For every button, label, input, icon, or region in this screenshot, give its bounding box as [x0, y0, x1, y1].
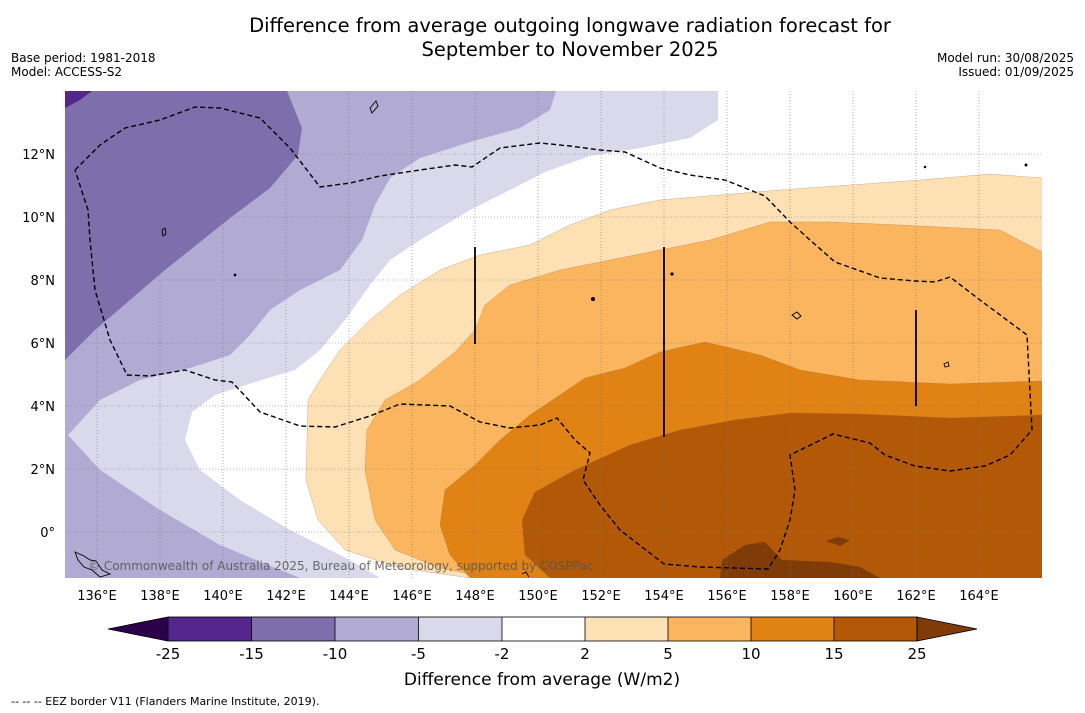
colorbar-tick: 2	[580, 645, 590, 663]
colorbar-under-arrow	[107, 616, 169, 642]
map-figure: © Commonwealth of Australia 2025, Bureau…	[22, 91, 1042, 690]
base-period: Base period: 1981-2018	[11, 51, 156, 65]
lon-label-158e: 158°E	[770, 589, 810, 604]
lon-label-150e: 150°E	[518, 589, 558, 604]
lat-label-12n: 12°N	[22, 148, 55, 163]
colorbar-segment-4	[418, 617, 502, 641]
lon-label-148e: 148°E	[455, 589, 495, 604]
meta-right: Model run: 30/08/2025 Issued: 01/09/2025	[937, 51, 1074, 79]
islet-5	[923, 165, 927, 169]
lon-label-152e: 152°E	[581, 589, 621, 604]
colorbar-segment-3	[335, 617, 419, 641]
lon-label-154e: 154°E	[644, 589, 684, 604]
lat-label-0: 0°	[40, 526, 55, 541]
lat-label-4n: 4°N	[31, 400, 56, 415]
eez-borders	[74, 106, 1033, 570]
colorbar-segment-2	[251, 617, 335, 641]
island-palau-outline	[161, 227, 167, 237]
lon-label-144e: 144°E	[329, 589, 369, 604]
island-outlines	[74, 100, 1028, 578]
islet-1	[590, 296, 596, 302]
lat-label-6n: 6°N	[31, 337, 56, 352]
colorbar-dividers	[167, 616, 918, 642]
colorbar-tick: 5	[663, 645, 673, 663]
copyright-notice: © Commonwealth of Australia 2025, Bureau…	[88, 559, 593, 573]
map-panel: © Commonwealth of Australia 2025, Bureau…	[65, 91, 1042, 578]
lat-axis-labels: 12°N 10°N 8°N 6°N 4°N 2°N 0°	[22, 148, 55, 541]
colorbar-segment-7	[668, 617, 751, 641]
island-north-outline	[521, 571, 530, 578]
islet-4	[1024, 163, 1028, 167]
meta-left: Base period: 1981-2018 Model: ACCESS-S2	[11, 51, 156, 79]
anomaly-region-minus25	[65, 91, 92, 108]
lon-label-140e: 140°E	[203, 589, 243, 604]
lat-label-10n: 10°N	[22, 211, 55, 226]
lon-label-136e: 136°E	[77, 589, 117, 604]
lat-label-8n: 8°N	[31, 274, 56, 289]
colorbar-segment-5	[502, 617, 585, 641]
anomaly-patch-small	[826, 537, 850, 546]
lon-label-142e: 142°E	[266, 589, 306, 604]
lon-label-156e: 156°E	[707, 589, 747, 604]
boundary-lines	[474, 247, 917, 437]
colorbar-over-arrow	[916, 616, 978, 642]
lon-label-138e: 138°E	[140, 589, 180, 604]
colorbar-label: Difference from average (W/m2)	[404, 670, 680, 690]
colorbar-segment-1	[168, 617, 252, 641]
island-chuuk-outline	[791, 311, 802, 320]
anomaly-region-plus15	[522, 413, 1042, 578]
lon-label-164e: 164°E	[959, 589, 999, 604]
colorbar-tick: 10	[741, 645, 760, 663]
title-line-1: Difference from average outgoing longwav…	[249, 14, 891, 37]
island-kosrae-outline	[943, 361, 950, 368]
island-new-guinea-outline	[74, 551, 112, 578]
colorbar-tick: -25	[156, 645, 181, 663]
colorbar-tick: -5	[411, 645, 426, 663]
title-line-2: September to November 2025	[421, 38, 719, 61]
lon-label-160e: 160°E	[833, 589, 873, 604]
colorbar-tick: 15	[824, 645, 843, 663]
colorbar-tick: -15	[239, 645, 264, 663]
colorbar-segment-8	[751, 617, 834, 641]
lon-label-146e: 146°E	[392, 589, 432, 604]
lon-label-162e: 162°E	[896, 589, 936, 604]
graticule	[65, 91, 1042, 578]
colorbar-ticks: -25 -15 -10 -5 -2 2 5 10 15 25	[156, 645, 927, 663]
colorbar-tick: -2	[495, 645, 510, 663]
lat-label-2n: 2°N	[31, 463, 56, 478]
model-run: Model run: 30/08/2025	[936, 51, 1074, 65]
map-title: Difference from average outgoing longwav…	[0, 14, 1085, 62]
colorbar-tick: -10	[323, 645, 348, 663]
eez-footnote: -- -- -- EEZ border V11 (Flanders Marine…	[11, 695, 320, 708]
colorbar-segment-6	[585, 617, 668, 641]
issued-date: Issued: 01/09/2025	[958, 65, 1074, 79]
contour-edges	[305, 173, 1042, 578]
colorbar-segment-9	[834, 617, 917, 641]
island-guam-outline	[369, 100, 379, 114]
islet-3	[233, 273, 237, 277]
colorbar-tick: 25	[907, 645, 926, 663]
islet-2	[670, 272, 674, 276]
model-name: Model: ACCESS-S2	[11, 65, 123, 79]
anomaly-region-minus15	[65, 91, 302, 360]
colorbar: -25 -15 -10 -5 -2 2 5 10 15 25 Differenc…	[107, 616, 978, 690]
lon-axis-labels: 136°E 138°E 140°E 142°E 144°E 146°E 148°…	[77, 589, 999, 604]
